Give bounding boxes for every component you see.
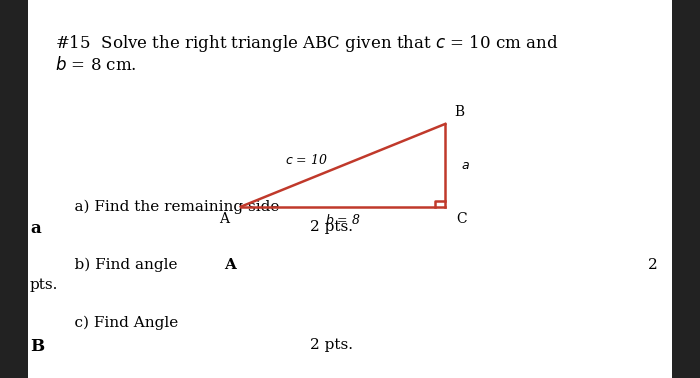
- Text: pts.: pts.: [30, 278, 58, 292]
- Text: B: B: [454, 105, 465, 119]
- Text: 2 pts.: 2 pts.: [310, 338, 353, 352]
- Text: a) Find the remaining side: a) Find the remaining side: [55, 200, 279, 214]
- Text: #15  Solve the right triangle ABC given that $c$ = 10 cm and: #15 Solve the right triangle ABC given t…: [55, 33, 559, 54]
- Text: A: A: [219, 212, 230, 226]
- Text: A: A: [224, 258, 236, 272]
- Text: $a$: $a$: [461, 159, 470, 172]
- Text: $c$ = 10: $c$ = 10: [285, 153, 328, 167]
- Text: B: B: [30, 338, 44, 355]
- Text: 2: 2: [648, 258, 658, 272]
- Text: b) Find angle: b) Find angle: [55, 258, 183, 273]
- Text: a: a: [30, 220, 41, 237]
- Text: $b$ = 8: $b$ = 8: [325, 213, 361, 227]
- Text: c) Find Angle: c) Find Angle: [55, 316, 178, 330]
- Text: 2 pts.: 2 pts.: [310, 220, 353, 234]
- Text: $b$ = 8 cm.: $b$ = 8 cm.: [55, 56, 136, 74]
- Text: C: C: [456, 212, 467, 226]
